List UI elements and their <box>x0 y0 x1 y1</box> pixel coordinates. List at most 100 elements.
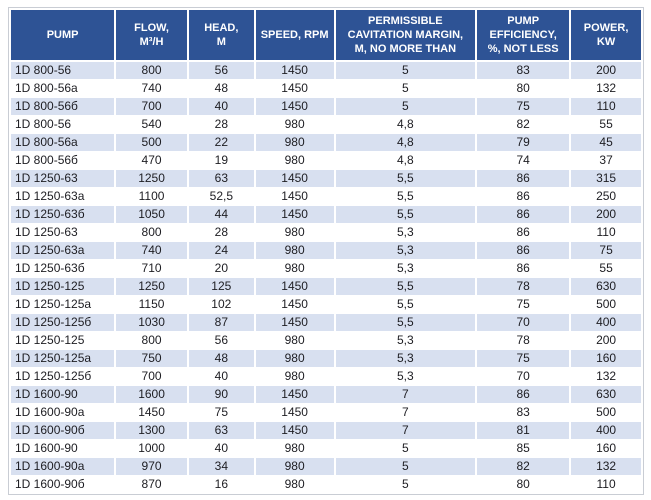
value-cell: 55 <box>569 114 643 134</box>
value-cell: 800 <box>114 60 189 80</box>
pump-name-cell: 1D 1250-125б <box>8 366 117 386</box>
value-cell: 5,3 <box>333 258 478 278</box>
table-row: 1D 800-56 540 28 980 4,8 82 55 <box>8 114 643 134</box>
value-cell: 19 <box>186 150 256 170</box>
value-cell: 44 <box>186 204 256 224</box>
value-cell: 48 <box>186 348 256 368</box>
value-cell: 22 <box>186 132 256 152</box>
value-cell: 75 <box>186 402 256 422</box>
value-cell: 83 <box>475 402 572 422</box>
value-cell: 315 <box>569 168 643 188</box>
pump-name-cell: 1D 1600-90 <box>8 384 117 404</box>
value-cell: 500 <box>569 294 643 314</box>
table-row: 1D 1250-125б 700 40 980 5,3 70 132 <box>8 366 643 386</box>
pump-name-cell: 1D 1250-63 <box>8 168 117 188</box>
value-cell: 800 <box>114 222 189 242</box>
value-cell: 980 <box>253 456 336 476</box>
column-header-speed: SPEED, RPM <box>253 8 336 62</box>
value-cell: 56 <box>186 60 256 80</box>
pump-name-cell: 1D 1250-125a <box>8 294 117 314</box>
value-cell: 24 <box>186 240 256 260</box>
table-row: 1D 800-56б 470 19 980 4,8 74 37 <box>8 150 643 170</box>
value-cell: 5 <box>333 474 478 494</box>
value-cell: 1450 <box>253 78 336 98</box>
value-cell: 1450 <box>253 384 336 404</box>
value-cell: 5,3 <box>333 348 478 368</box>
table-row: 1D 800-56б 700 40 1450 5 75 110 <box>8 96 643 116</box>
value-cell: 75 <box>569 240 643 260</box>
pump-name-cell: 1D 1250-63б <box>8 204 117 224</box>
value-cell: 75 <box>475 348 572 368</box>
value-cell: 7 <box>333 384 478 404</box>
table-row: 1D 1600-90a 970 34 980 5 82 132 <box>8 456 643 476</box>
pump-name-cell: 1D 800-56 <box>8 60 117 80</box>
value-cell: 28 <box>186 222 256 242</box>
table-row: 1D 800-56 800 56 1450 5 83 200 <box>8 60 643 80</box>
column-header-power: POWER, KW <box>569 8 643 62</box>
value-cell: 740 <box>114 78 189 98</box>
pump-name-cell: 1D 1250-63 <box>8 222 117 242</box>
column-header-pump: PUMP <box>8 8 117 62</box>
value-cell: 7 <box>333 420 478 440</box>
value-cell: 75 <box>475 96 572 116</box>
value-cell: 1450 <box>253 312 336 332</box>
table-header: PUMP FLOW, M³/H HEAD, M SPEED, RPM PERMI… <box>8 8 643 62</box>
value-cell: 750 <box>114 348 189 368</box>
table-row: 1D 1250-63б 1050 44 1450 5,5 86 200 <box>8 204 643 224</box>
value-cell: 400 <box>569 420 643 440</box>
value-cell: 86 <box>475 204 572 224</box>
value-cell: 82 <box>475 456 572 476</box>
table-row: 1D 1600-90 1600 90 1450 7 86 630 <box>8 384 643 404</box>
value-cell: 7 <box>333 402 478 422</box>
column-header-head: HEAD, M <box>186 8 256 62</box>
table-row: 1D 1250-125 800 56 980 5,3 78 200 <box>8 330 643 350</box>
value-cell: 80 <box>475 78 572 98</box>
value-cell: 540 <box>114 114 189 134</box>
value-cell: 980 <box>253 258 336 278</box>
table-row: 1D 1250-63a 1100 52,5 1450 5,5 86 250 <box>8 186 643 206</box>
table-row: 1D 1250-125 1250 125 1450 5,5 78 630 <box>8 276 643 296</box>
value-cell: 78 <box>475 330 572 350</box>
value-cell: 1450 <box>253 276 336 296</box>
table-row: 1D 1250-63 1250 63 1450 5,5 86 315 <box>8 168 643 188</box>
value-cell: 5 <box>333 78 478 98</box>
value-cell: 710 <box>114 258 189 278</box>
value-cell: 5,5 <box>333 204 478 224</box>
value-cell: 48 <box>186 78 256 98</box>
value-cell: 85 <box>475 438 572 458</box>
column-header-flow: FLOW, M³/H <box>114 8 189 62</box>
value-cell: 40 <box>186 366 256 386</box>
value-cell: 630 <box>569 276 643 296</box>
value-cell: 1450 <box>253 168 336 188</box>
value-cell: 5,3 <box>333 330 478 350</box>
pump-name-cell: 1D 1250-125 <box>8 330 117 350</box>
value-cell: 970 <box>114 456 189 476</box>
value-cell: 980 <box>253 438 336 458</box>
value-cell: 1250 <box>114 276 189 296</box>
value-cell: 75 <box>475 294 572 314</box>
value-cell: 86 <box>475 384 572 404</box>
value-cell: 5,3 <box>333 366 478 386</box>
value-cell: 1150 <box>114 294 189 314</box>
value-cell: 160 <box>569 438 643 458</box>
value-cell: 1450 <box>253 294 336 314</box>
value-cell: 980 <box>253 150 336 170</box>
pump-name-cell: 1D 800-56б <box>8 96 117 116</box>
value-cell: 200 <box>569 60 643 80</box>
pump-name-cell: 1D 1250-125б <box>8 312 117 332</box>
value-cell: 86 <box>475 168 572 188</box>
value-cell: 82 <box>475 114 572 134</box>
value-cell: 81 <box>475 420 572 440</box>
value-cell: 800 <box>114 330 189 350</box>
value-cell: 45 <box>569 132 643 152</box>
value-cell: 132 <box>569 366 643 386</box>
value-cell: 980 <box>253 348 336 368</box>
value-cell: 5 <box>333 438 478 458</box>
value-cell: 80 <box>475 474 572 494</box>
value-cell: 110 <box>569 474 643 494</box>
pump-name-cell: 1D 800-56б <box>8 150 117 170</box>
value-cell: 1450 <box>253 204 336 224</box>
pump-name-cell: 1D 1600-90a <box>8 456 117 476</box>
value-cell: 132 <box>569 78 643 98</box>
pump-name-cell: 1D 800-56a <box>8 132 117 152</box>
